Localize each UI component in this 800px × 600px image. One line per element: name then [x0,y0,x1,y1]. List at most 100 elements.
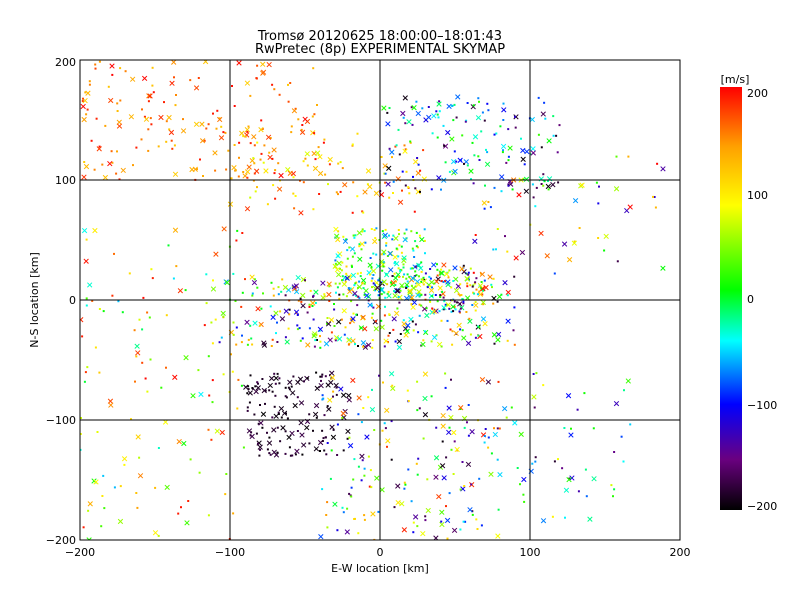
scatter-point-dot [464,520,467,523]
scatter-point-cross [210,286,217,292]
scatter-point-dot [320,379,322,382]
scatter-point-dot [370,266,373,269]
scatter-point-dot [391,275,394,277]
scatter-point-cross [461,335,467,341]
scatter-point-dot [416,525,419,528]
scatter-point-cross [279,316,286,322]
colorbar [720,87,742,510]
scatter-point-dot [321,440,324,442]
scatter-point-dot [95,117,98,120]
scatter-point-dot [244,278,246,281]
scatter-point-dot [383,422,386,425]
scatter-point-dot [453,440,456,443]
scatter-point-dot [405,170,408,173]
scatter-point-cross [404,282,410,288]
scatter-point-cross [278,172,284,179]
scatter-point-dot [312,318,315,321]
scatter-point-dot [177,512,180,515]
scatter-point-dot [371,304,373,307]
scatter-point-dot [433,282,436,285]
scatter-point-dot [298,327,301,330]
scatter-point-dot [203,139,206,142]
scatter-point-cross [102,174,109,181]
scatter-point-cross [214,428,220,434]
scatter-point-dot [380,253,383,256]
scatter-point-dot [241,232,244,234]
scatter-point-dot [244,135,247,138]
scatter-point-cross [452,265,458,271]
scatter-point-dot [360,248,363,251]
scatter-point-dot [86,366,89,369]
scatter-point-dot [506,339,509,342]
scatter-point-dot [388,332,391,334]
scatter-point-dot [297,299,300,302]
scatter-point-dot [371,346,374,349]
scatter-point-dot [287,327,290,330]
scatter-point-dot [459,488,462,491]
scatter-point-dot [405,287,408,289]
scatter-point-cross [379,324,385,330]
scatter-point-cross [401,321,407,327]
scatter-point-dot [319,335,321,338]
scatter-point-dot [467,273,470,276]
scatter-point-dot [359,275,362,278]
scatter-point-dot [369,257,372,259]
scatter-point-cross [81,174,87,180]
scatter-point-dot [371,286,373,289]
scatter-point-cross [496,293,503,300]
scatter-point-cross [382,232,388,238]
scatter-point-dot [123,463,126,466]
scatter-point-dot [350,486,353,489]
scatter-point-dot [187,500,190,502]
scatter-point-cross [184,520,190,526]
scatter-point-dot [398,301,401,304]
scatter-point-dot [273,405,276,408]
scatter-point-dot [351,144,354,147]
scatter-point-dot [323,293,326,296]
scatter-point-dot [496,228,499,230]
scatter-point-dot [496,300,499,303]
scatter-point-cross [297,376,304,382]
scatter-point-dot [385,242,388,245]
scatter-point-dot [443,144,446,147]
scatter-point-dot [487,201,490,203]
scatter-point-cross [325,321,332,327]
scatter-point-cross [359,453,365,459]
scatter-point-dot [260,119,263,122]
scatter-point-dot [474,301,477,304]
scatter-point-dot [88,83,91,86]
scatter-point-cross [336,319,342,325]
scatter-point-dot [437,116,440,119]
scatter-point-dot [345,295,348,298]
scatter-point-dot [384,296,387,299]
scatter-point-dot [293,207,296,210]
scatter-point-dot [274,394,277,397]
scatter-point-dot [360,421,363,424]
scatter-point-dot [452,473,455,475]
scatter-point-dot [466,282,469,285]
y-tick-label: −100 [46,414,76,427]
scatter-point-dot [431,307,434,310]
scatter-point-cross [239,130,245,136]
scatter-point-dot [385,244,388,247]
scatter-point-dot [128,272,131,275]
scatter-point-dot [353,458,356,461]
scatter-point-cross [282,284,289,291]
scatter-point-dot [242,446,245,449]
scatter-point-dot [250,337,253,340]
scatter-point-dot [392,234,395,237]
scatter-point-cross [387,250,393,257]
scatter-point-dot [557,181,560,184]
scatter-point-dot [520,137,522,140]
scatter-point-dot [277,293,280,296]
scatter-point-dot [493,342,496,345]
scatter-point-dot [233,144,236,146]
scatter-point-dot [362,345,365,348]
scatter-point-cross [415,189,421,195]
scatter-point-cross [544,253,550,259]
scatter-point-dot [363,282,366,285]
scatter-point-dot [363,293,366,296]
scatter-point-cross [340,410,346,417]
scatter-point-dot [496,458,499,461]
scatter-point-dot [423,228,426,231]
